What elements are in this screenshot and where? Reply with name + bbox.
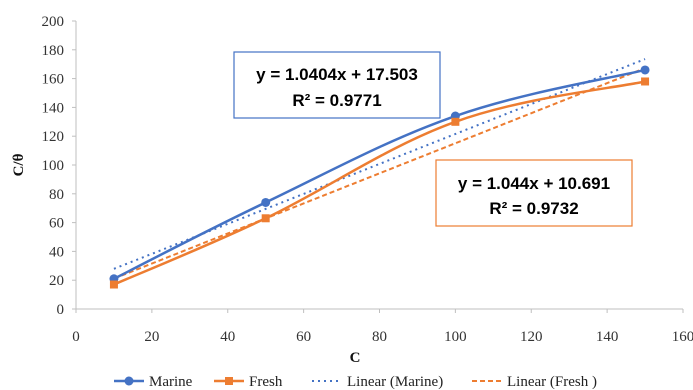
fresh-equation-box [435,159,633,227]
trendline-linear-marine [113,58,646,270]
x-tick-label: 80 [372,329,387,345]
legend-label: Fresh [249,374,283,390]
x-tick-label: 60 [296,329,311,345]
legend-item-marine: Marine [114,374,193,390]
legend-item-linear-fresh: Linear (Fresh ) [472,374,597,390]
fresh-data-point [261,214,270,223]
y-tick-label: 120 [42,129,65,145]
marine-equation-box [233,51,441,119]
x-tick-label: 120 [520,329,543,345]
fresh-data-point [641,77,650,86]
fresh-data-point [109,280,118,289]
marine-series-line [113,68,646,280]
legend-label: Linear (Fresh ) [507,374,597,390]
y-tick-label: 180 [42,43,65,59]
legend-item-fresh: Fresh [214,374,283,390]
y-tick-label: 140 [42,100,65,116]
x-tick-label: 0 [72,329,80,345]
y-tick-label: 60 [49,216,64,232]
legend-swatch-marker [124,376,134,386]
fresh-data-point [451,117,460,126]
y-tick-label: 80 [49,187,64,203]
marine-data-point [261,197,271,207]
fresh-equation: y = 1.044x + 10.691 [458,174,610,193]
x-tick-label: 160 [672,329,693,345]
legend-item-linear-marine: Linear (Marine) [312,374,443,390]
y-tick-label: 0 [57,302,65,318]
y-tick-label: 40 [49,244,64,260]
y-axis-title: C/θ [11,153,27,176]
axis-titles: C C/θ [11,153,360,366]
y-tick-label: 200 [42,14,65,30]
annotations: y = 1.0404x + 17.503 R² = 0.9771 y = 1.0… [233,51,633,227]
x-axis-title: C [350,350,361,366]
fresh-r2: R² = 0.9732 [489,199,578,218]
x-tick-label: 40 [220,329,235,345]
legend-swatch-marker [225,377,233,385]
y-tick-label: 20 [49,273,64,289]
y-tick-label: 160 [42,72,65,88]
x-tick-label: 20 [144,329,159,345]
marine-equation: y = 1.0404x + 17.503 [256,65,418,84]
legend: Marine Fresh Linear (Marine) Linear (Fresh … [114,374,597,390]
x-tick-label: 100 [444,329,467,345]
marine-r2: R² = 0.9771 [292,91,381,110]
y-tick-label: 100 [42,158,65,174]
fresh-series-line [113,80,646,286]
x-tick-label: 140 [596,329,619,345]
series [109,65,650,289]
axes: 0 20 40 60 80 100 120 140 160 180 200 0 20 40 60 80 100 1… [42,14,693,345]
trendline-linear-fresh [113,67,646,280]
legend-label: Marine [149,374,193,390]
legend-label: Linear (Marine) [347,374,443,390]
trendlines [113,58,646,280]
marine-data-point [640,65,650,75]
